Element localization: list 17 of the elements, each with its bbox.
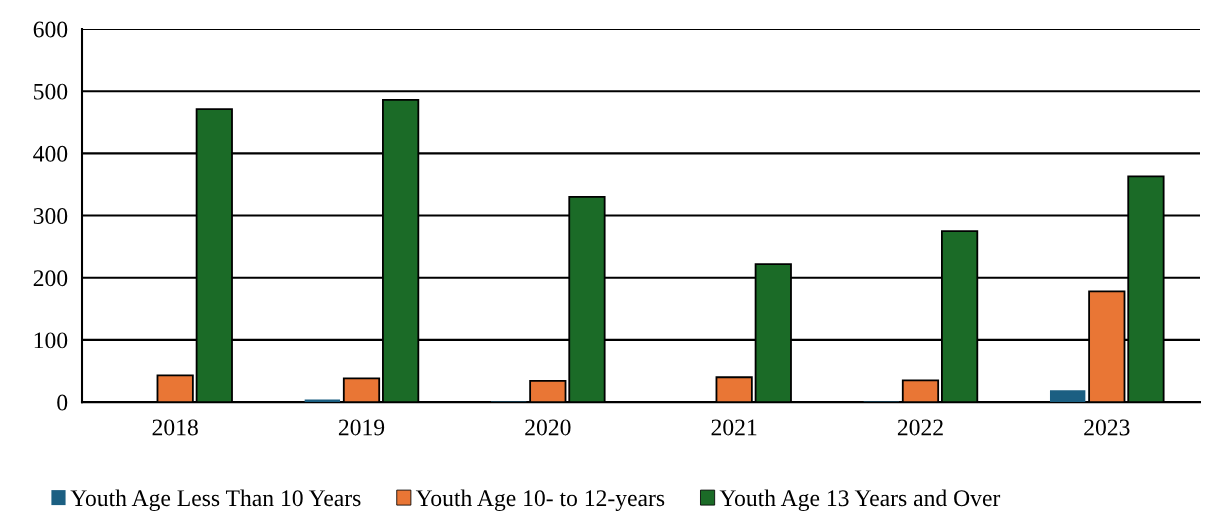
- legend-label: Youth Age Less Than 10 Years: [70, 489, 361, 512]
- y-tick-label: 300: [33, 208, 68, 224]
- y-tick-label: 600: [33, 21, 68, 38]
- y-tick-label: 400: [33, 145, 68, 162]
- legend-label: Youth Age 10- to 12-years: [415, 489, 665, 512]
- legend-label: Youth Age 13 Years and Over: [719, 489, 1001, 512]
- x-tick-label: 2023: [1084, 419, 1130, 436]
- bar: [1049, 390, 1086, 403]
- x-tick-label: 2018: [152, 419, 198, 436]
- x-tick-label: 2022: [897, 419, 943, 436]
- x-tick-label: 2020: [525, 419, 571, 436]
- x-tick-label: 2021: [711, 419, 757, 436]
- y-tick-label: 0: [57, 394, 68, 411]
- y-tick-label: 200: [33, 270, 68, 287]
- y-tick-label: 500: [34, 83, 68, 100]
- x-tick-label: 2019: [338, 419, 385, 436]
- y-tick-label: 100: [34, 332, 68, 349]
